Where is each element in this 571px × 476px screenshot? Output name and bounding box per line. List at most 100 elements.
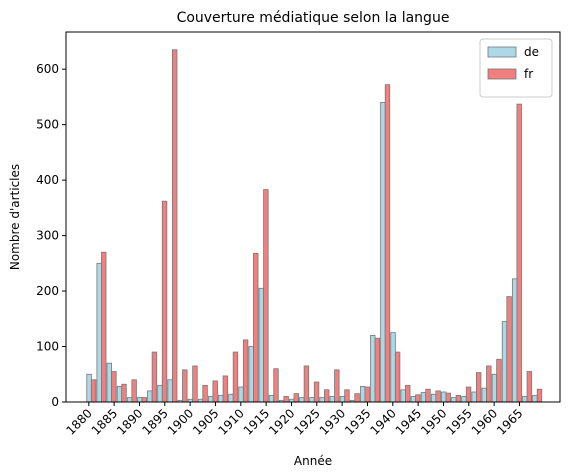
bar [313, 381, 320, 403]
bar [182, 369, 188, 403]
bar [511, 278, 518, 403]
bar [228, 393, 234, 403]
bar [471, 391, 477, 403]
x-tick-label: 1960 [469, 406, 500, 437]
x-tick-label: 1945 [393, 406, 424, 437]
y-tick-label: 600 [36, 62, 59, 76]
bar [400, 389, 406, 403]
bar [212, 380, 218, 403]
x-tick-label: 1910 [215, 406, 246, 437]
bar [359, 386, 366, 403]
bar [435, 390, 441, 403]
bar [475, 372, 482, 403]
bar [293, 393, 299, 403]
bar [405, 384, 411, 403]
bar [496, 358, 502, 403]
bar [455, 394, 462, 403]
bar [309, 397, 315, 403]
bar [344, 389, 350, 403]
bar [192, 365, 198, 403]
bar [481, 387, 487, 403]
y-tick-label: 200 [36, 284, 59, 298]
bar [137, 397, 143, 403]
bar [394, 351, 401, 403]
x-tick-label: 1890 [114, 406, 145, 437]
bar [370, 335, 376, 403]
bar [151, 351, 158, 403]
bar [384, 84, 391, 403]
bar [486, 365, 492, 403]
bar [207, 396, 214, 403]
bar [425, 388, 431, 403]
x-tick-label: 1915 [241, 406, 272, 437]
bar [323, 389, 330, 403]
x-tick-label: 1955 [443, 406, 474, 437]
bar [491, 373, 498, 403]
bar [374, 337, 381, 403]
bar [329, 396, 335, 403]
bar [273, 368, 279, 403]
bar [161, 200, 168, 403]
bar [526, 371, 533, 403]
bar [441, 391, 447, 403]
y-tick-label: 100 [36, 340, 59, 354]
x-tick-label: 1930 [317, 406, 348, 437]
bar [116, 386, 123, 403]
chart-title: Couverture médiatique selon la langue [177, 10, 450, 26]
bar [465, 386, 472, 403]
bar [106, 362, 113, 403]
x-tick-label: 1880 [63, 406, 94, 437]
bar [410, 396, 417, 403]
x-tick-label: 1920 [266, 406, 297, 437]
bar [268, 394, 275, 403]
bar [334, 369, 340, 403]
y-tick-label: 400 [36, 173, 59, 187]
bar [532, 394, 538, 403]
y-tick-label: 500 [36, 118, 59, 132]
bar [101, 251, 107, 403]
legend-swatch [487, 68, 517, 80]
bar [86, 373, 92, 403]
bar [516, 103, 522, 403]
bar [248, 346, 254, 403]
bar [263, 189, 269, 403]
bar [126, 397, 133, 403]
x-tick-label: 1950 [418, 406, 449, 437]
bar [202, 384, 208, 403]
bar [253, 252, 259, 403]
y-tick-label: 0 [51, 395, 59, 409]
bar [506, 296, 512, 403]
bar [258, 287, 265, 403]
y-axis-label: Nombre d'articles [8, 164, 22, 270]
bar [430, 393, 437, 403]
bar [415, 394, 421, 403]
legend-swatch [487, 46, 517, 58]
bar [445, 392, 451, 403]
bar [303, 365, 310, 403]
x-tick-label: 1885 [89, 406, 120, 437]
bar [167, 379, 173, 403]
bar [364, 386, 370, 403]
legend-label: de [524, 45, 539, 59]
bar [451, 397, 457, 403]
bar [147, 390, 153, 403]
bar [283, 396, 289, 403]
bar [461, 396, 467, 403]
bar [390, 332, 396, 403]
bar [319, 397, 325, 403]
plot-frame [65, 31, 561, 403]
legend-label: fr [524, 67, 533, 81]
bar [380, 102, 386, 403]
x-tick-label: 1935 [342, 406, 373, 437]
y-tick-label: 300 [36, 229, 59, 243]
bar [522, 396, 528, 403]
x-tick-label: 1905 [190, 406, 221, 437]
x-tick-label: 1925 [291, 406, 322, 437]
bar [131, 379, 137, 403]
bar [111, 371, 117, 403]
bar [96, 262, 102, 403]
bar [218, 394, 224, 403]
bar [141, 397, 147, 403]
x-tick-label: 1940 [367, 406, 398, 437]
